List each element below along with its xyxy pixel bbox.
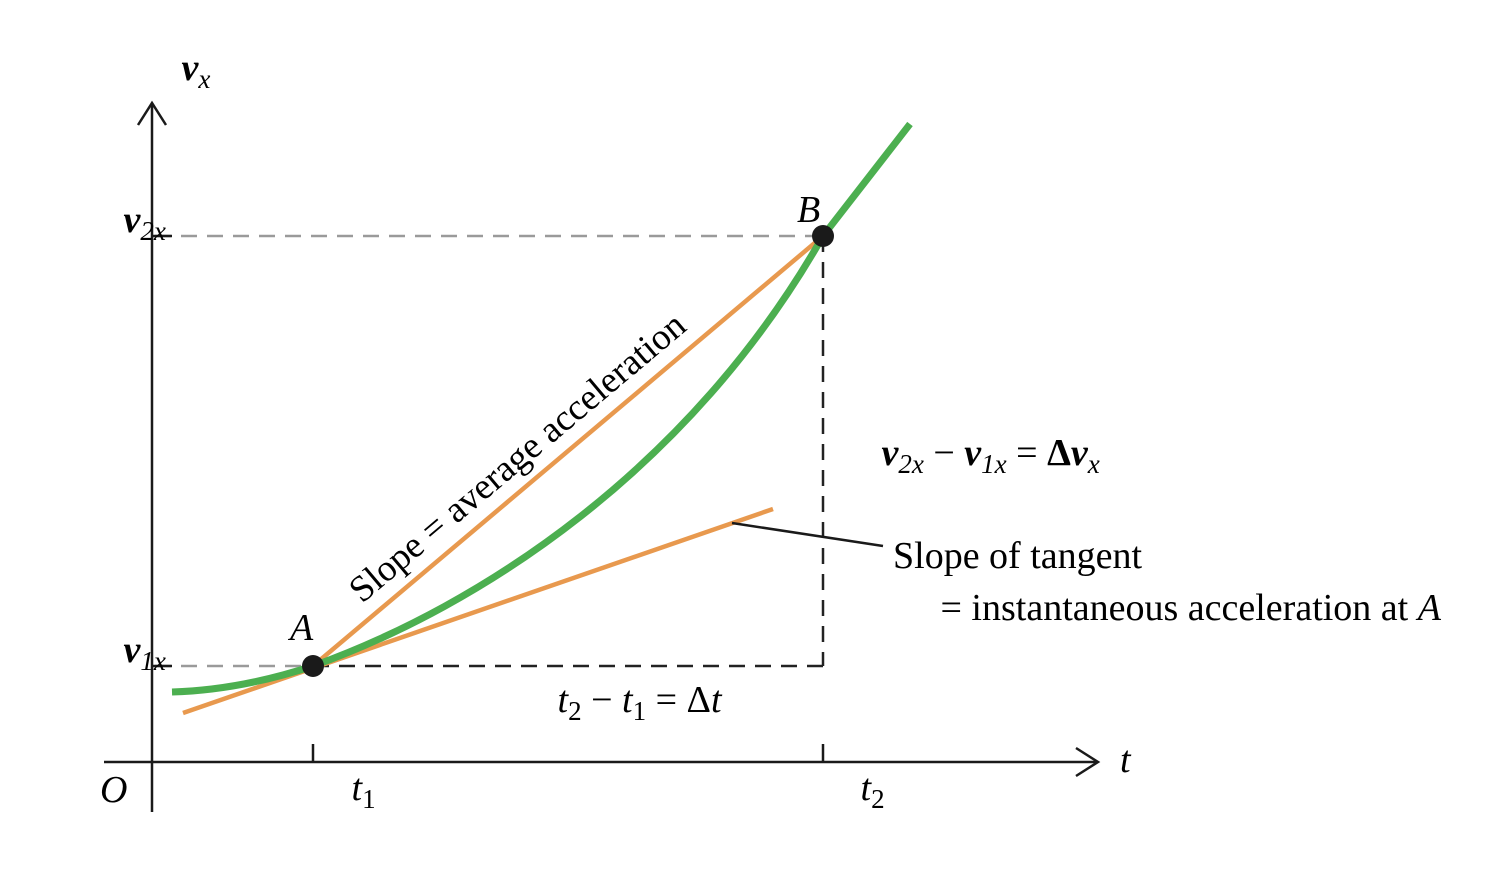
- t1-label: t1: [304, 767, 404, 817]
- origin-label: O: [100, 769, 127, 811]
- v1x-label: v1x: [76, 629, 194, 679]
- tangent-leader-line: [731, 521, 884, 548]
- secant-line: [311, 234, 825, 668]
- t2-label: t2: [813, 767, 913, 817]
- tangent-annotation-line1: Slope of tangent: [893, 535, 1143, 577]
- velocity-curve: [171, 121, 913, 696]
- point-b-marker: [812, 225, 834, 247]
- point-a-marker: [302, 655, 324, 677]
- delta-t-annotation: t2 − t1 = Δt: [510, 679, 750, 726]
- x-axis-label: t: [1120, 739, 1132, 781]
- y-axis-arrowhead: [136, 100, 168, 126]
- x-axis-arrowhead: [1075, 746, 1101, 778]
- point-b-label: B: [797, 189, 820, 231]
- point-a-label: A: [287, 607, 314, 649]
- tangent-annotation-line2: = instantaneous acceleration at A: [893, 587, 1469, 629]
- v2x-label: v2x: [76, 199, 194, 249]
- y-axis-label: vx: [134, 47, 239, 97]
- delta-v-annotation: v2x − v1x = Δvx: [834, 432, 1128, 482]
